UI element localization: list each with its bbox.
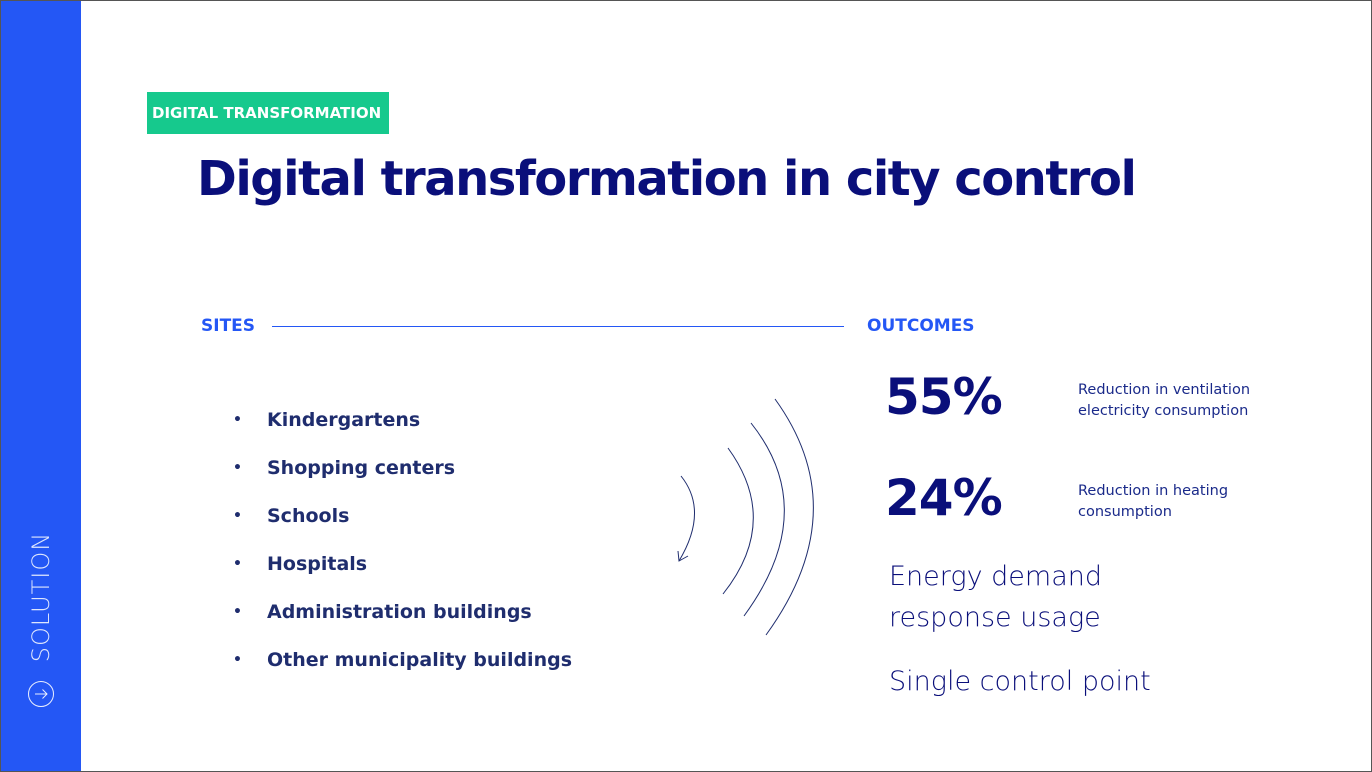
sites-list: • Kindergartens • Shopping centers • School… xyxy=(233,405,572,693)
section-tag: DIGITAL TRANSFORMATION xyxy=(147,92,390,134)
site-label: Administration buildings xyxy=(267,601,532,623)
site-label: Kindergartens xyxy=(267,409,421,431)
list-item: • Schools xyxy=(233,501,572,549)
bullet-icon: • xyxy=(233,412,242,428)
stat-value: 24% xyxy=(885,469,1003,527)
signal-waves-icon xyxy=(677,398,814,636)
sites-heading: SITES xyxy=(201,316,256,336)
site-label: Shopping centers xyxy=(267,457,456,479)
list-item: • Kindergartens xyxy=(233,405,572,453)
page-title: Digital transformation in city control xyxy=(197,151,1137,207)
outcomes-heading: OUTCOMES xyxy=(867,316,975,336)
bullet-icon: • xyxy=(233,460,242,476)
outcome-highlight: Energy demand response usage xyxy=(889,561,1103,633)
site-label: Hospitals xyxy=(267,553,368,575)
stat-value: 55% xyxy=(885,368,1003,426)
list-item: • Other municipality buildings xyxy=(233,645,572,693)
arrow-right-circle-icon[interactable] xyxy=(27,680,55,708)
list-item: • Hospitals xyxy=(233,549,572,597)
site-label: Schools xyxy=(267,505,350,527)
bullet-icon: • xyxy=(233,652,242,668)
divider xyxy=(272,326,844,327)
sidebar-label: SOLUTION xyxy=(27,531,55,663)
bullet-icon: • xyxy=(233,604,242,620)
list-item: • Shopping centers xyxy=(233,453,572,501)
stat-description: Reduction in heating consumption xyxy=(1078,483,1229,520)
bullet-icon: • xyxy=(233,508,242,524)
bullet-icon: • xyxy=(233,556,242,572)
outcome-highlight: Single control point xyxy=(889,666,1151,697)
stat-description: Reduction in ventilation electricity con… xyxy=(1078,382,1251,419)
list-item: • Administration buildings xyxy=(233,597,572,645)
sidebar: SOLUTION xyxy=(1,1,81,771)
site-label: Other municipality buildings xyxy=(267,649,573,671)
